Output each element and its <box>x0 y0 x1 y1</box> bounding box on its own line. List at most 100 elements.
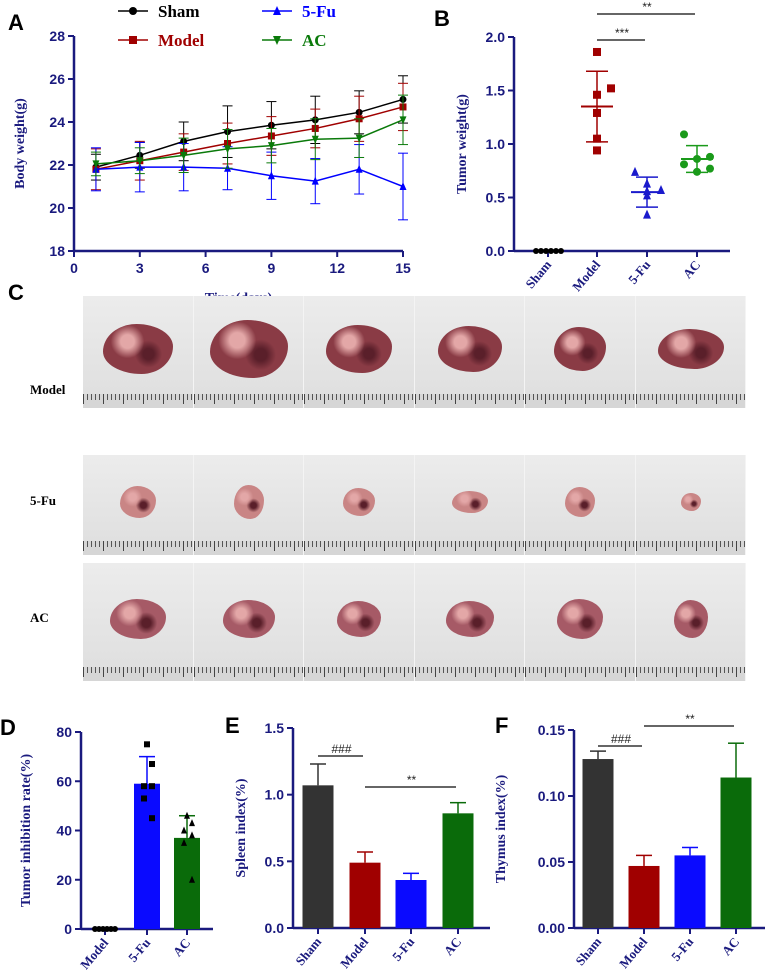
category-label: AC <box>680 257 704 281</box>
tumor-specimen <box>120 486 156 518</box>
tumor-photo <box>525 296 636 408</box>
category-label: AC <box>719 934 743 958</box>
x-tick-label: 0 <box>70 260 78 276</box>
y-tick-label: 0.10 <box>538 788 565 804</box>
data-point <box>680 130 688 139</box>
data-point <box>149 761 155 768</box>
data-point <box>543 248 549 254</box>
data-point <box>355 164 363 173</box>
group-model <box>581 47 615 155</box>
tumor-photo <box>525 563 636 681</box>
bar-5-fu <box>395 872 427 928</box>
y-tick-label: 0.5 <box>486 190 506 206</box>
category-label: 5-Fu <box>668 934 696 964</box>
tumor-specimen <box>110 599 166 639</box>
data-point <box>311 176 319 185</box>
photo-row-5-fu <box>83 455 746 555</box>
bar-5-fu <box>674 846 706 928</box>
y-axis-title: Thymus index(%) <box>494 774 509 883</box>
tumor-photo <box>414 563 525 681</box>
bar <box>674 855 706 928</box>
y-tick-label: 80 <box>56 724 72 740</box>
tumor-specimen <box>557 599 603 639</box>
bar-model <box>349 851 381 928</box>
data-point <box>267 142 275 151</box>
y-tick-label: 28 <box>49 28 65 44</box>
ruler <box>193 541 303 555</box>
y-tick-label: 0.00 <box>538 920 565 936</box>
bar <box>302 785 334 928</box>
bar-5-fu <box>134 741 160 929</box>
y-tick-label: 60 <box>56 773 72 789</box>
legend-label: 5-Fu <box>302 2 336 21</box>
data-point <box>149 815 155 822</box>
bar-ac <box>174 811 200 929</box>
x-tick-label: 9 <box>268 260 276 276</box>
significance-label: ### <box>611 732 631 746</box>
group-5-fu <box>631 166 665 219</box>
y-axis-title: Body weight(g) <box>13 98 28 189</box>
bar-sham <box>582 750 614 928</box>
tumor-photo <box>193 563 304 681</box>
data-point <box>267 171 275 180</box>
tumor-specimen <box>103 324 173 374</box>
ruler <box>193 667 303 681</box>
y-axis-title: Spleen index(%) <box>234 778 249 878</box>
tumor-specimen <box>222 600 275 638</box>
y-tick-label: 24 <box>49 114 65 130</box>
tumor-photo <box>83 296 194 408</box>
significance-label: ** <box>685 712 695 726</box>
tumor-photo <box>304 563 415 681</box>
y-tick-label: 22 <box>49 157 65 173</box>
series-line <box>95 98 404 168</box>
panel-label: F <box>495 713 508 738</box>
bar <box>349 862 381 928</box>
tumor-specimen <box>673 600 708 638</box>
series-line <box>95 119 404 165</box>
bar <box>134 783 160 929</box>
x-tick-label: 12 <box>329 260 345 276</box>
significance-label: ### <box>331 742 351 756</box>
tumor-specimen <box>680 493 701 511</box>
tumor-photo <box>414 296 525 408</box>
y-tick-label: 18 <box>49 243 65 259</box>
y-tick-label: 2.0 <box>486 29 506 45</box>
category-label: AC <box>170 935 194 959</box>
x-tick-label: 6 <box>202 260 210 276</box>
tumor-photo <box>193 296 304 408</box>
ruler <box>414 541 524 555</box>
bar <box>720 777 752 928</box>
photo-row-label: Model <box>30 382 66 397</box>
data-point <box>593 146 601 155</box>
data-point <box>112 926 118 932</box>
legend-marker <box>273 6 281 15</box>
legend-label: AC <box>302 31 327 50</box>
x-tick-label: 15 <box>395 260 411 276</box>
bar-ac <box>442 801 474 928</box>
data-point <box>631 166 639 176</box>
bar-model <box>628 854 660 928</box>
ruler <box>525 541 635 555</box>
tumor-photo <box>635 455 746 555</box>
data-point <box>92 160 100 169</box>
legend-marker <box>129 7 137 15</box>
data-point <box>141 795 147 802</box>
category-label: Sham <box>522 257 554 291</box>
tumor-specimen <box>657 329 724 369</box>
bar-model <box>92 926 118 932</box>
data-point <box>355 134 363 143</box>
data-point <box>181 838 187 846</box>
tumor-photo <box>525 455 636 555</box>
y-tick-label: 0.5 <box>265 853 285 869</box>
data-point <box>311 135 319 144</box>
y-tick-label: 0 <box>64 921 72 937</box>
data-point <box>538 248 544 254</box>
data-point <box>607 84 615 93</box>
series-ac <box>90 94 408 177</box>
ruler <box>525 667 635 681</box>
tumor-photo <box>83 563 194 681</box>
y-axis-title: Tumor inhibition rate(%) <box>19 754 34 908</box>
data-point <box>533 248 539 254</box>
data-point <box>399 182 407 190</box>
